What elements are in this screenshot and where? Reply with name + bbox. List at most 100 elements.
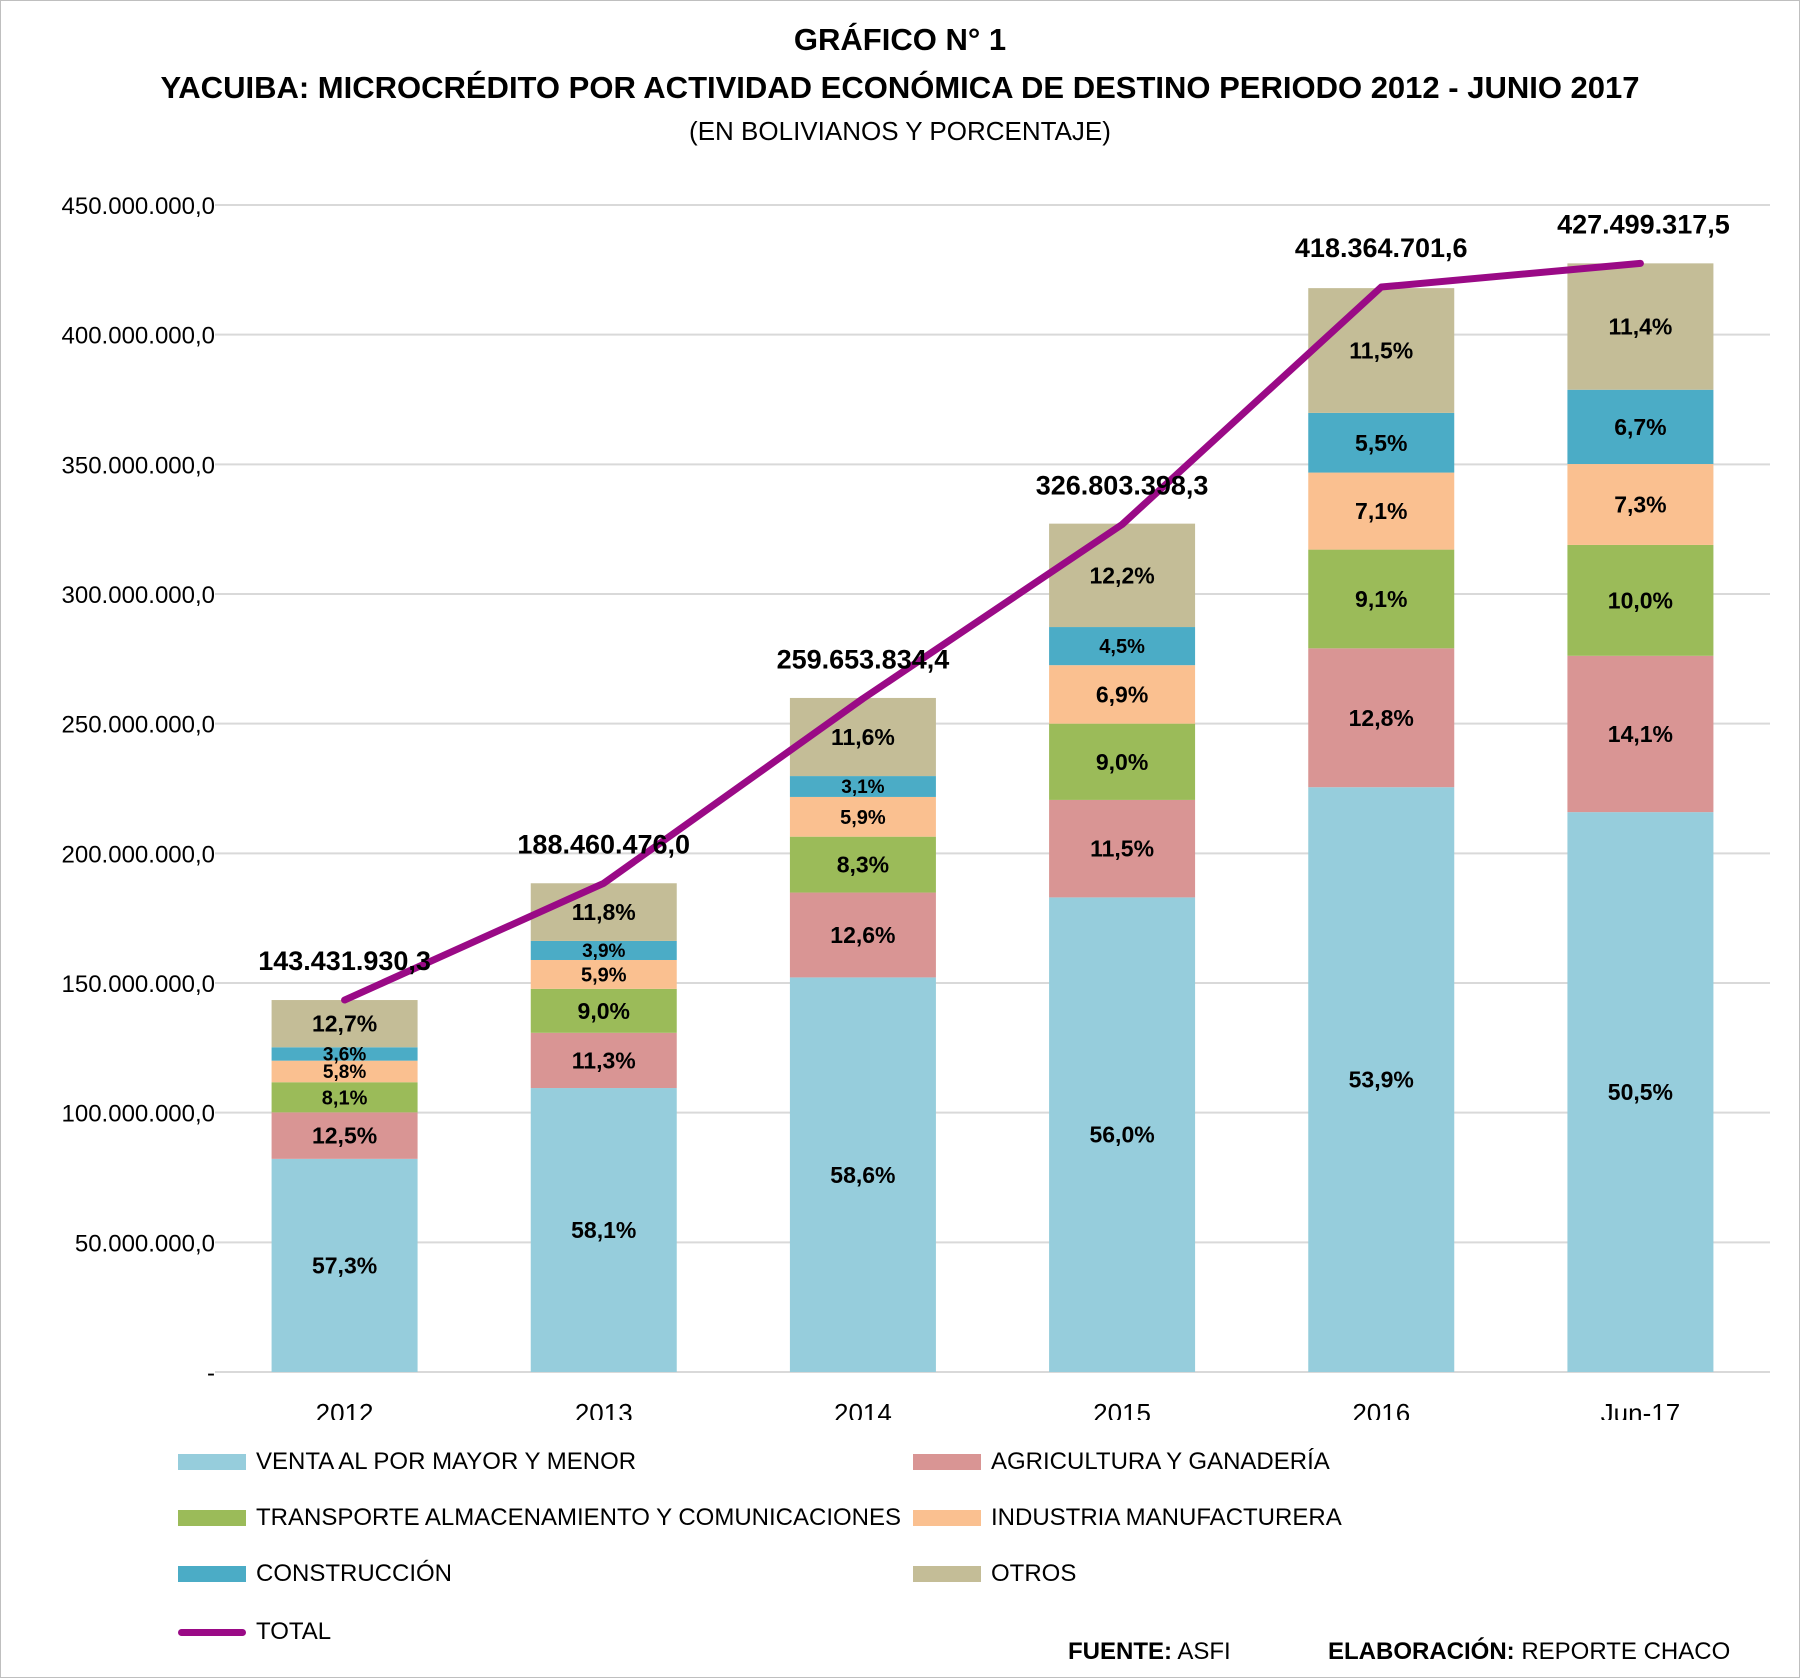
segment-label-industria: 7,1% [1355,498,1407,524]
legend-swatch-industria [913,1510,981,1526]
segment-label-otros: 12,7% [312,1011,377,1037]
segment-label-transporte: 8,3% [837,852,889,878]
legend-item-industria: INDUSTRIA MANUFACTURERA [913,1500,1342,1536]
x-tick-label: 2016 [1352,1398,1410,1420]
bar-segment-agricultura [530,1032,677,1089]
segment-label-industria: 5,9% [581,964,627,986]
chart-subtitle: YACUIBA: MICROCRÉDITO POR ACTIVIDAD ECON… [160,70,1640,105]
segment-labels: 57,3% 12,5% 8,1% 5,8%3,6% 12,7% 58,1% 11,3% 9,0… [312,314,1673,1279]
gridlines [215,204,1770,1373]
bars [271,263,1714,1372]
bar-segment-venta [271,1158,418,1372]
segment-label-transporte: 9,0% [1096,749,1148,775]
y-tick-label: - [207,1360,215,1387]
segment-label-construccion: 4,5% [1099,636,1145,658]
y-tick-label: 150.000.000,0 [62,971,215,998]
legend-label-venta: VENTA AL POR MAYOR Y MENOR [256,1448,637,1475]
x-tick-label: 2012 [316,1398,374,1420]
y-tick-label: 450.000.000,0 [62,193,215,220]
bar-segment-transporte [1308,549,1455,649]
segment-label-venta: 56,0% [1089,1122,1154,1148]
segment-label-transporte: 9,1% [1355,586,1407,612]
legend-item-venta: VENTA AL POR MAYOR Y MENOR [178,1444,636,1480]
total-line [341,259,1644,1004]
bar-segment-construccion [789,776,936,797]
total-label: 259.653.834,4 [777,645,950,675]
bar-segment-industria [1308,472,1455,550]
segment-label-agricultura: 12,8% [1349,705,1414,731]
bar-segment-venta [530,1088,677,1372]
segment-label-agricultura: 12,6% [830,922,895,948]
segment-label-construccion: 6,7% [1614,414,1666,440]
segment-label-agricultura: 14,1% [1608,721,1673,747]
bar-segment-transporte [530,988,677,1033]
total-label: 326.803.398,3 [1036,470,1209,500]
y-tick-label: 400.000.000,0 [62,323,215,350]
bar-segment-industria [1049,665,1196,724]
y-axis-ticks: - 50.000.000,0 100.000.000,0 150.000.000,0 2… [62,193,215,1387]
bar-segment-transporte [1049,723,1196,800]
y-tick-label: 300.000.000,0 [62,582,215,609]
bar-segment-otros [271,1000,418,1048]
x-tick-label: Jun-17 [1601,1398,1681,1420]
bar-segment-agricultura [789,892,936,978]
bar-segment-venta [1567,812,1714,1372]
segment-label-construccion: 3,9% [582,941,625,962]
segment-label-industria: 7,3% [1614,492,1666,518]
bar-segment-transporte [789,836,936,893]
bar-segment-agricultura [1308,648,1455,788]
segment-label-agricultura: 11,3% [572,1047,636,1073]
x-axis-ticks: 2012 2013 2014 2015 2016 Jun-17 [316,1398,1681,1420]
bar-segment-construccion [530,940,677,960]
source-value: ASFI [1177,1638,1231,1665]
bar-segment-construccion [1567,389,1714,465]
legend-swatch-transporte [178,1510,246,1526]
segment-label-venta: 53,9% [1349,1067,1414,1093]
segment-label-industria: 6,9% [1096,681,1148,707]
segment-label-venta: 58,6% [830,1162,895,1188]
segment-label-construccion: 3,6% [323,1045,366,1066]
x-tick-label: 2015 [1093,1398,1151,1420]
total-labels: 143.431.930,3 188.460.476,0 259.653.834,4 3… [258,209,1730,976]
bar-segment-agricultura [1049,799,1196,898]
legend-item-total: TOTAL [178,1614,331,1650]
bar-segment-otros [530,883,677,941]
chart-title: GRÁFICO N° 1 [793,22,1007,57]
total-label: 427.499.317,5 [1557,209,1730,239]
y-tick-label: 250.000.000,0 [62,712,215,739]
bar-segment-construccion [1049,627,1196,666]
bar-segment-industria [1567,464,1714,545]
author-label: ELABORACIÓN: [1328,1638,1515,1665]
bar-segment-transporte [271,1082,418,1113]
x-tick-label: 2013 [575,1398,633,1420]
legend-label-industria: INDUSTRIA MANUFACTURERA [991,1504,1342,1531]
segment-label-otros: 12,2% [1089,562,1154,588]
segment-label-transporte: 9,0% [578,998,630,1024]
segment-label-otros: 11,4% [1608,314,1672,340]
stacked-bar-chart: - 50.000.000,0 100.000.000,0 150.000.000,0 2… [62,193,1770,1420]
bar-segment-venta [789,977,936,1372]
bar-segment-otros [1308,288,1455,413]
total-line-path [341,259,1644,1004]
bar-segment-industria [530,959,677,989]
bar-segment-industria [789,796,936,837]
legend-item-transporte: TRANSPORTE ALMACENAMIENTO Y COMUNICACION… [178,1500,901,1536]
segment-label-agricultura: 12,5% [312,1123,377,1149]
segment-label-industria: 5,8% [323,1062,366,1083]
bar-segment-otros [1049,523,1196,628]
legend-label-total: TOTAL [256,1618,332,1645]
legend-item-construccion: CONSTRUCCIÓN [178,1556,452,1592]
legend-item-otros: OTROS [913,1556,1076,1592]
legend-label-otros: OTROS [991,1560,1077,1587]
total-label: 143.431.930,3 [258,946,431,976]
legend-swatch-agricultura [913,1454,981,1470]
x-tick-label: 2014 [834,1398,892,1420]
bar-segment-construccion [1308,412,1455,473]
segment-label-otros: 11,8% [572,899,636,925]
legend-label-agricultura: AGRICULTURA Y GANADERÍA [991,1448,1330,1475]
segment-label-transporte: 10,0% [1608,587,1673,613]
segment-label-agricultura: 11,5% [1090,836,1154,862]
y-tick-label: 350.000.000,0 [62,452,215,479]
author-note: ELABORACIÓN: REPORTE CHACO [1328,1638,1730,1666]
bar-segment-otros [1567,263,1714,390]
